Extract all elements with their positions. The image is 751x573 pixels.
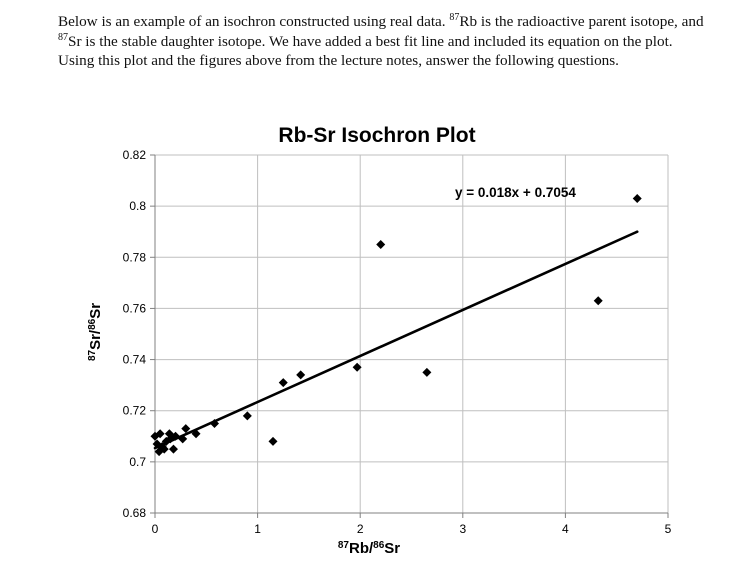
intro-text-1: Below is an example of an isochron const… [58,13,450,30]
x-title-sup-b: 86 [373,540,385,551]
x-title-base-b: Sr [384,540,400,557]
y-tick-label: 0.76 [123,301,147,315]
x-title-sup-a: 87 [338,540,350,551]
data-point [278,378,288,388]
x-tick-label: 0 [152,522,159,536]
grid-layer [155,154,669,513]
data-point [181,424,191,434]
intro-text-3: Sr is the stable daughter isotope. We ha… [58,32,673,70]
y-tick-label: 0.8 [129,199,146,213]
data-point [242,411,252,421]
data-point [191,429,201,439]
x-tick-label: 5 [665,522,672,536]
data-point [352,362,362,372]
data-point [296,370,306,380]
y-tick-label: 0.82 [123,148,147,162]
intro-sup-2: 87 [58,31,68,43]
fit-equation-label: y = 0.018x + 0.7054 [455,185,576,200]
data-point [422,367,432,377]
intro-paragraph: Below is an example of an isochron const… [58,12,708,71]
data-point [268,436,278,446]
data-point [178,434,188,444]
x-tick-label: 3 [459,522,466,536]
y-tick-label: 0.72 [123,404,147,418]
data-point [632,193,642,203]
y-tick-label: 0.68 [123,506,147,520]
y-axis-title: 87Sr/86Sr [87,303,104,361]
intro-text-2: Rb is the radioactive parent isotope, an… [459,13,704,30]
data-point [159,444,169,454]
tick-label-layer: 0.68 0.7 0.72 0.74 0.76 0.78 0.8 0.82 0 1 2 3 4 5 [123,148,672,536]
intro-sup-1: 87 [449,11,460,23]
data-point [168,444,178,454]
x-tick-label: 4 [562,522,569,536]
fit-line-layer [153,230,639,450]
y-tick-label: 0.78 [123,250,147,264]
chart-title: Rb-Sr Isochron Plot [278,124,475,147]
y-tick-label: 0.7 [129,455,146,469]
data-point [171,431,181,441]
data-points-layer [150,193,642,457]
y-tick-label: 0.74 [123,353,147,367]
x-tick-label: 2 [357,522,364,536]
y-title-base-b: Sr [87,303,104,319]
x-tick-label: 1 [254,522,261,536]
axis-layer [150,154,669,518]
data-point [210,419,220,428]
y-title-base-a: Sr/ [87,329,104,350]
data-point [376,240,386,249]
data-point [155,429,165,439]
x-axis-title: 87Rb/86Sr [338,540,400,557]
y-title-sup-b: 86 [87,318,98,330]
y-title-sup-a: 87 [87,349,98,361]
best-fit-line [153,230,639,450]
x-title-base-a: Rb/ [349,540,374,557]
data-point [593,296,603,306]
